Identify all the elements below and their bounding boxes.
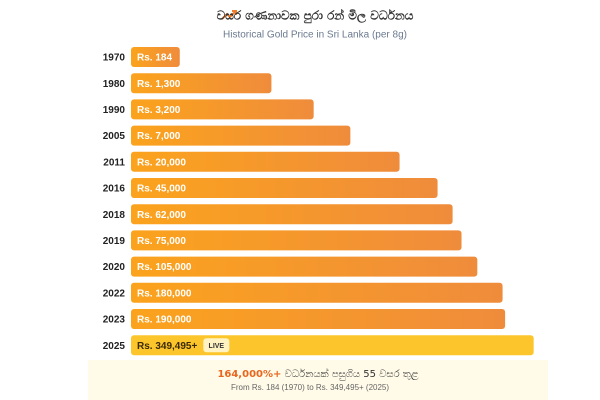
bar <box>131 230 462 251</box>
bar <box>131 125 351 146</box>
chart-title: වසර ගණනාවක පුරා රන් මිල වර්ධනය <box>217 8 414 24</box>
y-tick-label: 2018 <box>103 210 126 221</box>
y-tick-label: 2011 <box>103 157 125 168</box>
y-tick-label: 1980 <box>103 79 126 90</box>
trend-icon <box>221 10 237 20</box>
chart-subtitle: Historical Gold Price in Sri Lanka (per … <box>223 30 407 41</box>
badge: LIVE <box>209 343 225 350</box>
bar <box>131 204 453 225</box>
bar <box>131 47 180 67</box>
y-tick-label: 2025 <box>103 341 126 352</box>
bar <box>131 99 314 120</box>
value-label: Rs. 7,000 <box>137 131 181 142</box>
summary-box <box>88 360 548 400</box>
value-label: Rs. 75,000 <box>137 236 186 247</box>
y-tick-label: 1990 <box>103 105 126 116</box>
value-label: Rs. 190,000 <box>137 315 192 326</box>
bar <box>131 309 506 329</box>
bar <box>131 178 438 198</box>
y-tick-label: 2023 <box>103 315 126 326</box>
trend-icon-head <box>232 10 237 15</box>
value-label: Rs. 1,300 <box>137 79 181 90</box>
value-label: Rs. 184 <box>137 53 172 64</box>
bar <box>131 151 400 172</box>
value-label: Rs. 62,000 <box>137 210 186 221</box>
bar <box>131 256 478 277</box>
summary-highlight: 164,000%+ <box>217 369 281 380</box>
bar <box>131 335 534 356</box>
summary-text: වර්ධනයක් පසුගිය 55 වසර තුළ <box>281 367 419 380</box>
value-label: Rs. 45,000 <box>137 184 186 195</box>
bar <box>131 282 503 303</box>
y-tick-label: 2005 <box>103 131 126 142</box>
summary-note: From Rs. 184 (1970) to Rs. 349,495+ (202… <box>231 383 389 392</box>
bar <box>131 73 272 94</box>
value-label: Rs. 349,495+ <box>137 341 197 352</box>
badge-bg <box>203 338 230 353</box>
value-label: Rs. 20,000 <box>137 157 186 168</box>
value-label: Rs. 3,200 <box>137 105 181 116</box>
y-tick-label: 2022 <box>103 288 126 299</box>
y-tick-label: 1970 <box>103 53 126 64</box>
y-tick-label: 2019 <box>103 236 126 247</box>
value-label: Rs. 180,000 <box>137 288 192 299</box>
summary-line: 164,000%+ වර්ධනයක් පසුගිය 55 වසර තුළ <box>217 367 418 380</box>
y-tick-label: 2020 <box>103 262 126 273</box>
value-label: Rs. 105,000 <box>137 262 192 273</box>
y-tick-label: 2016 <box>103 184 126 195</box>
